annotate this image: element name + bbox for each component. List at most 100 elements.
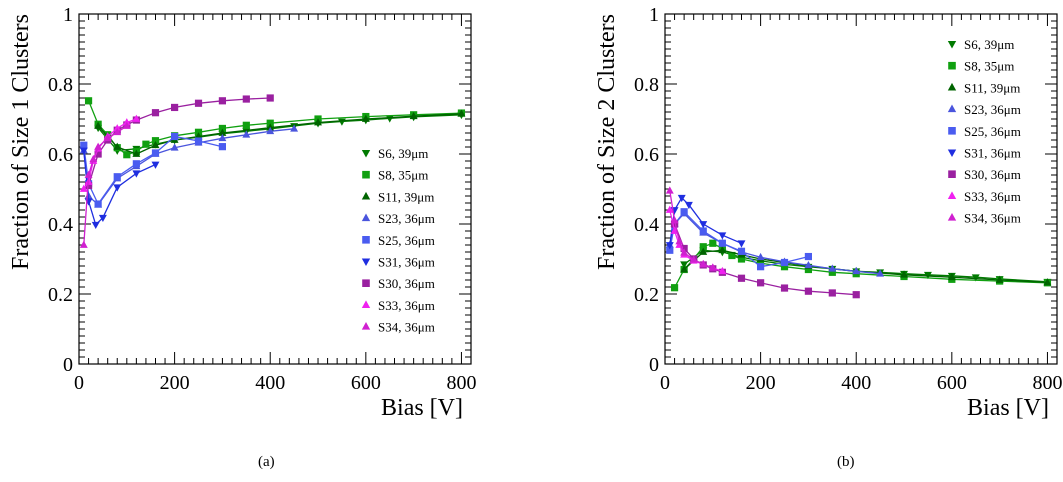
data-point (151, 109, 160, 117)
data-point (666, 246, 674, 254)
data-point (132, 114, 141, 122)
legend-label: S30, 36μm (378, 276, 435, 291)
series-line (683, 249, 1048, 284)
data-point (151, 137, 160, 145)
data-point (971, 274, 980, 282)
data-point (151, 140, 160, 149)
data-point (79, 147, 88, 155)
data-point (852, 266, 861, 275)
legend: S6, 39μm S8, 35μm S11, 39μm S23, 36μm S25, 3… (947, 37, 1021, 226)
x-axis-title: Bias [V] (381, 395, 463, 421)
data-point (804, 287, 813, 295)
data-point (94, 200, 102, 208)
data-point (680, 261, 689, 269)
legend-label: S34, 36μm (378, 320, 435, 335)
data-point (79, 240, 88, 248)
data-point (266, 126, 275, 135)
data-point (728, 251, 736, 260)
data-point (242, 121, 250, 129)
data-point (718, 266, 727, 275)
legend-marker (947, 213, 957, 221)
data-point (780, 258, 789, 267)
y-tick-label: 0 (649, 354, 659, 376)
legend-label: S11, 39μm (378, 189, 434, 204)
data-point (680, 265, 689, 273)
series-S25 (80, 132, 227, 208)
data-point (132, 170, 141, 178)
legend-label: S33, 36μm (378, 298, 435, 313)
legend-marker (947, 149, 957, 158)
series-line (83, 128, 295, 206)
data-point (84, 97, 93, 105)
data-point (828, 289, 836, 297)
legend-marker (362, 236, 370, 244)
data-point (737, 240, 746, 248)
x-tick-label: 800 (446, 372, 476, 394)
data-point (689, 255, 698, 263)
data-point (670, 284, 679, 292)
data-point (804, 260, 813, 269)
data-point (457, 109, 466, 117)
data-point (113, 173, 121, 181)
data-point (757, 279, 765, 287)
legend-label: S31, 36μm (378, 255, 435, 270)
caption-b: (b) (837, 454, 855, 470)
legend-marker (361, 322, 371, 330)
data-point (113, 184, 122, 192)
data-point (684, 201, 693, 210)
series-S34 (79, 121, 131, 248)
x-tick-label: 800 (1032, 372, 1062, 394)
data-point (218, 128, 227, 136)
data-point (828, 264, 837, 272)
y-axis-title: Fraction of Size 1 Clusters (8, 14, 34, 270)
data-point (218, 124, 227, 133)
data-point (1043, 278, 1052, 286)
x-tick-label: 600 (937, 372, 967, 394)
legend-marker (947, 191, 957, 199)
data-point (171, 132, 179, 141)
legend-marker (947, 104, 957, 113)
data-point (947, 272, 956, 281)
series-line (97, 113, 462, 155)
series-S23 (79, 124, 299, 208)
x-tick-label: 600 (351, 372, 381, 394)
data-point (218, 143, 227, 151)
legend-marker (361, 258, 371, 267)
data-point (113, 124, 122, 132)
data-point (314, 118, 322, 126)
legend-marker (361, 191, 371, 200)
series-S31 (79, 147, 160, 230)
data-point (151, 161, 160, 169)
y-tick-label: 0.8 (48, 74, 73, 96)
legend-label: S25, 36μm (378, 233, 435, 248)
data-point (900, 270, 908, 278)
data-point (737, 247, 746, 255)
data-point (680, 248, 689, 256)
y-tick-label: 0.4 (634, 214, 659, 236)
x-tick-label: 0 (660, 372, 670, 394)
legend-label: S31, 36μm (964, 146, 1021, 161)
data-point (804, 252, 813, 261)
data-point (89, 154, 98, 163)
legend-marker (948, 61, 956, 70)
series-S25 (666, 208, 813, 271)
data-point (756, 252, 765, 261)
legend-marker (947, 82, 957, 91)
data-point (170, 143, 179, 151)
data-point (995, 275, 1004, 283)
data-point (409, 111, 418, 120)
legend-label: S34, 36μm (964, 211, 1021, 226)
series-S11 (680, 245, 1052, 286)
data-point (718, 239, 726, 247)
data-point (132, 160, 140, 168)
data-point (699, 227, 707, 235)
legend-marker (362, 170, 370, 179)
data-point (98, 214, 107, 223)
x-tick-label: 0 (74, 372, 84, 394)
data-point (84, 198, 93, 206)
data-point (699, 259, 708, 268)
legend-label: S30, 36μm (964, 167, 1021, 182)
data-point (79, 184, 88, 192)
y-tick-label: 0.8 (634, 74, 659, 96)
data-point (113, 142, 122, 150)
